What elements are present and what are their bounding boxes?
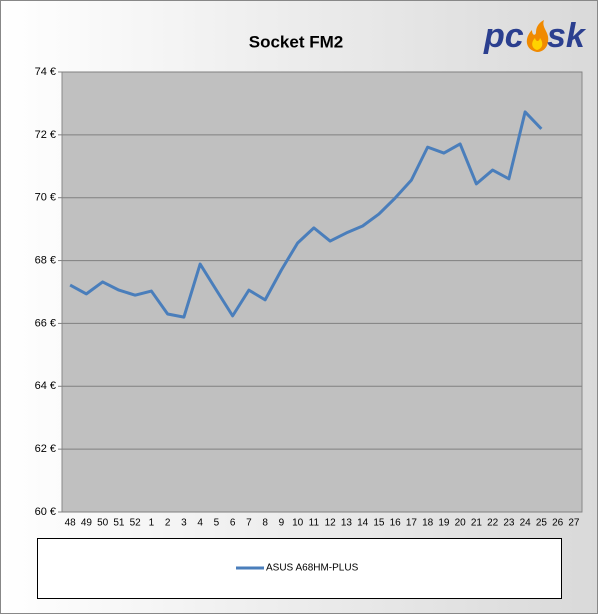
x-tick-label: 7	[246, 518, 252, 529]
logo-right: sk	[547, 17, 587, 55]
x-tick-label: 20	[455, 518, 467, 529]
x-tick-label: 3	[181, 518, 187, 529]
x-tick-label: 8	[262, 518, 268, 529]
logo-flame-core	[532, 38, 543, 50]
y-tick-label: 72 €	[35, 129, 56, 141]
x-tick-label: 2	[165, 518, 171, 529]
chart-title: Socket FM2	[249, 32, 343, 51]
x-tick-label: 9	[279, 518, 285, 529]
x-tick-label: 21	[471, 518, 483, 529]
x-tick-label: 13	[341, 518, 353, 529]
logo-left: pc	[483, 17, 524, 55]
logo: pc sk	[483, 17, 587, 55]
y-tick-label: 70 €	[35, 192, 56, 204]
x-tick-label: 23	[503, 518, 515, 529]
y-tick-label: 62 €	[35, 443, 56, 455]
x-tick-label: 18	[422, 518, 434, 529]
legend-label: ASUS A68HM-PLUS	[266, 563, 359, 574]
x-tick-label: 11	[309, 518, 320, 529]
x-tick-label: 49	[81, 518, 93, 529]
x-tick-label: 6	[230, 518, 236, 529]
x-tick-label: 26	[552, 518, 564, 529]
x-tick-label: 15	[373, 518, 385, 529]
x-tick-label: 16	[390, 518, 402, 529]
y-tick-label: 74 €	[35, 66, 56, 78]
x-tick-label: 24	[520, 518, 532, 529]
y-tick-label: 64 €	[35, 380, 56, 392]
y-tick-label: 60 €	[35, 506, 56, 518]
x-tick-label: 19	[438, 518, 450, 529]
x-tick-label: 14	[357, 518, 369, 529]
y-tick-label: 66 €	[35, 317, 56, 329]
x-tick-label: 1	[149, 518, 155, 529]
x-tick-label: 12	[325, 518, 337, 529]
y-tick-label: 68 €	[35, 254, 56, 266]
x-tick-label: 22	[487, 518, 499, 529]
series-line	[69, 110, 543, 319]
x-tick-label: 27	[568, 518, 580, 529]
x-tick-label: 25	[536, 518, 548, 529]
plot-area	[61, 71, 583, 513]
x-tick-label: 48	[65, 518, 77, 529]
logo-flame	[526, 20, 549, 52]
x-tick-label: 51	[113, 518, 125, 529]
x-tick-label: 52	[130, 518, 142, 529]
x-tick-label: 10	[292, 518, 304, 529]
x-tick-label: 5	[214, 518, 220, 529]
x-tick-label: 4	[197, 518, 203, 529]
x-tick-label: 17	[406, 518, 418, 529]
x-tick-label: 50	[97, 518, 109, 529]
legend-box	[37, 538, 562, 599]
